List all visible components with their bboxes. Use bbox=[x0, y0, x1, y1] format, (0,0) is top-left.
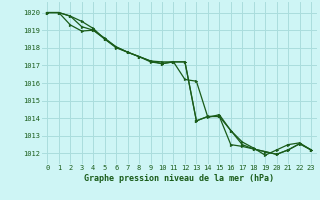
X-axis label: Graphe pression niveau de la mer (hPa): Graphe pression niveau de la mer (hPa) bbox=[84, 174, 274, 183]
